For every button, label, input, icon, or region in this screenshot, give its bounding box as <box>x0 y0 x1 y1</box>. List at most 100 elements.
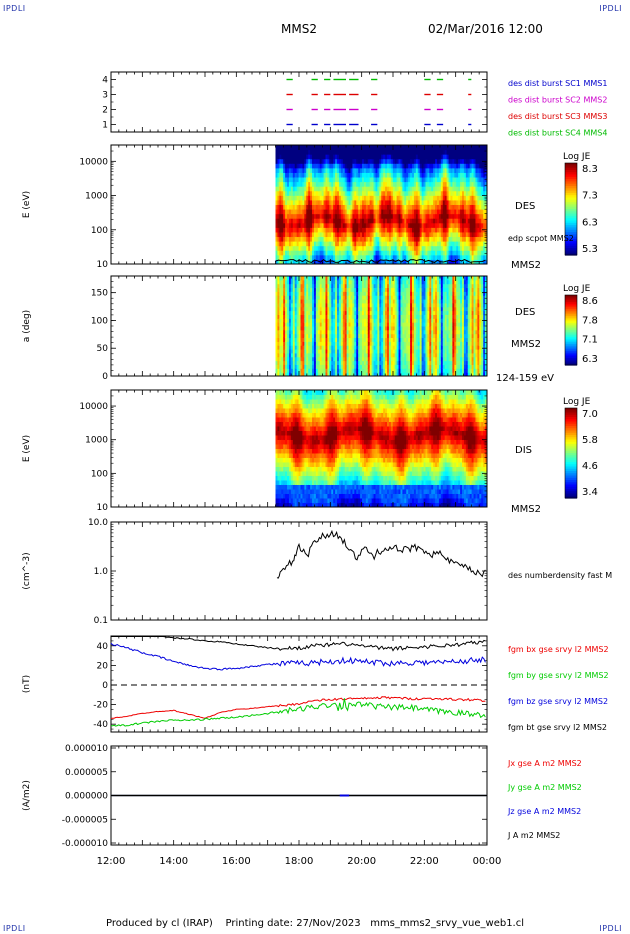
colorbar-cell <box>565 243 577 247</box>
y-tick-label-2: 50 <box>97 344 109 354</box>
colorbar-cell <box>565 186 577 189</box>
colorbar-cell <box>565 331 577 335</box>
colorbar-cell <box>565 444 577 447</box>
corner-mark-bottom-left: IPDLI <box>3 924 26 933</box>
colorbar-cell <box>565 471 577 474</box>
burst-legend-label: des dist burst SC1 MMS1 <box>508 79 607 88</box>
colorbar-cell <box>565 323 577 326</box>
colorbar-cell <box>565 349 577 352</box>
burst-legend-label: des dist burst SC4 MMS4 <box>508 129 607 138</box>
colorbar-cell <box>565 188 577 192</box>
panel-sc-label: MMS2 <box>511 260 541 271</box>
current-legend-label: Jz gse A m2 MMS2 <box>507 807 581 816</box>
y-tick-label-1: 1000 <box>85 192 108 202</box>
colorbar-cell <box>565 197 577 201</box>
colorbar-tick-label: 4.6 <box>582 461 598 472</box>
colorbar-cell <box>565 432 577 436</box>
colorbar-cell <box>565 419 577 423</box>
colorbar-tick-label: 7.3 <box>582 191 598 202</box>
current-y-tick-label: 0.000000 <box>65 792 108 802</box>
colorbar-cell <box>565 215 577 219</box>
colorbar-cell <box>565 437 577 441</box>
colorbar-cell <box>565 324 577 328</box>
colorbar-cell <box>565 303 577 307</box>
colorbar-cell <box>565 307 577 310</box>
burst-legend-label: des dist burst SC2 MMS2 <box>508 96 607 105</box>
colorbar-cell <box>565 232 577 235</box>
colorbar-cell <box>565 229 577 233</box>
time-tick-label: 00:00 <box>473 856 502 867</box>
colorbar-cell <box>565 296 577 300</box>
colorbar-cell <box>565 179 577 182</box>
y-axis-label-2: a (deg) <box>22 310 32 342</box>
panel-density-frame <box>110 521 488 621</box>
colorbar-cell <box>565 484 577 488</box>
colorbar-cell <box>565 174 577 178</box>
y-tick-label-1: 10000 <box>79 157 108 167</box>
bfield-legend-label: fgm bt gse srvy l2 MMS2 <box>508 723 607 732</box>
colorbar-cell <box>565 428 577 432</box>
colorbar-cell <box>565 248 577 251</box>
density-legend-label: des numberdensity fast M <box>508 571 612 580</box>
colorbar-cell <box>565 190 577 194</box>
y-axis-label-3: E (eV) <box>22 435 32 462</box>
bfield-legend-label: fgm bz gse srvy l2 MMS2 <box>508 697 608 706</box>
colorbar-cell <box>565 199 577 203</box>
y-tick-label-2: 150 <box>91 289 108 299</box>
colorbar-cell <box>565 439 577 443</box>
colorbar-cell <box>565 213 577 217</box>
colorbar-cell <box>565 238 577 242</box>
colorbar-cell <box>565 245 577 249</box>
colorbar-cell <box>565 338 577 342</box>
colorbar-cell <box>565 326 577 329</box>
corner-mark-bottom-right: IPDLI <box>599 924 622 933</box>
colorbar-cell <box>565 321 577 324</box>
colorbar-cell <box>565 426 577 429</box>
bfield-y-tick-label: 40 <box>97 642 109 652</box>
colorbar-cell <box>565 211 577 215</box>
colorbar-cell <box>565 309 577 312</box>
current-y-tick-label: -0.000005 <box>62 815 108 825</box>
colorbar-cell <box>565 468 577 472</box>
y-tick-label-1: 10 <box>97 260 109 270</box>
colorbar-cell <box>565 222 577 226</box>
colorbar-cell <box>565 358 577 361</box>
colorbar-tick-label: 7.8 <box>582 315 598 326</box>
colorbar-cell <box>565 408 577 411</box>
panel-burst-frame <box>110 71 488 133</box>
colorbar-cell <box>565 354 577 357</box>
colorbar-cell <box>565 466 577 470</box>
colorbar-cell <box>565 453 577 456</box>
colorbar-cell <box>565 352 577 356</box>
y-tick-label-3: 10000 <box>79 402 108 412</box>
spectrogram-cells-2 <box>275 276 488 377</box>
colorbar-cell <box>565 314 577 317</box>
des-label: DES <box>515 201 535 212</box>
colorbar-tick-label: 8.6 <box>582 296 598 307</box>
colorbar-cell <box>565 202 577 205</box>
colorbar-cell <box>565 317 577 321</box>
time-tick-label: 22:00 <box>410 856 439 867</box>
colorbar-cell <box>565 475 577 479</box>
time-tick-label: 14:00 <box>159 856 188 867</box>
colorbar-cell <box>565 181 577 185</box>
colorbar-cell <box>565 462 577 465</box>
colorbar-cell <box>565 337 577 340</box>
colorbar-cell <box>565 183 577 187</box>
bfield-legend-label: fgm bx gse srvy l2 MMS2 <box>508 645 609 654</box>
colorbar-cell <box>565 300 577 303</box>
current-y-tick-label: 0.000010 <box>65 744 108 754</box>
colorbar-cell <box>565 423 577 427</box>
colorbar-2 <box>564 294 578 366</box>
dis-label: DIS <box>515 445 532 456</box>
colorbar-cell <box>565 169 577 173</box>
burst-y-tick-label: 1 <box>102 121 108 131</box>
footer-printing-date: Printing date: 27/Nov/2023 <box>225 918 361 929</box>
spectrogram-cells-1 <box>275 145 488 265</box>
colorbar-cell <box>565 473 577 477</box>
colorbar-cell <box>565 448 577 452</box>
density-y-tick-label: 1.0 <box>94 567 109 577</box>
colorbar-cell <box>565 295 577 298</box>
colorbar-cell <box>565 319 577 322</box>
colorbar-cell <box>565 450 577 454</box>
